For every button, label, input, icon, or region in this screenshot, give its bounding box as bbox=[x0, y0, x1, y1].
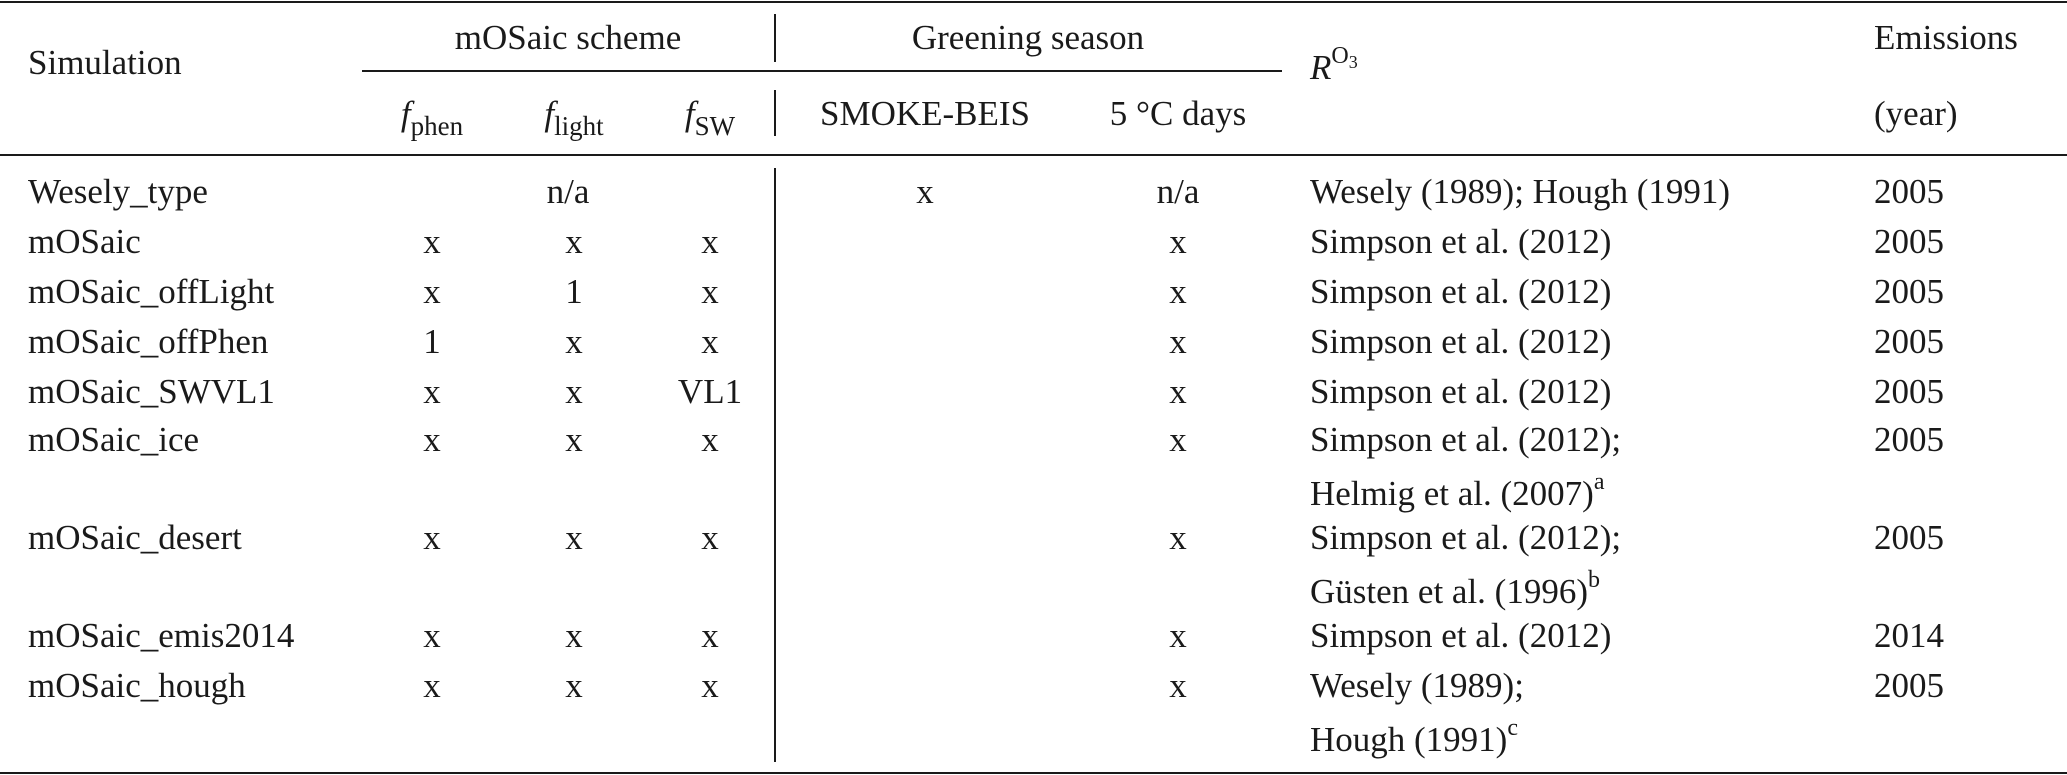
cell-5c-days: x bbox=[1169, 272, 1187, 311]
cell-5c-days: x bbox=[1169, 666, 1187, 705]
cell-simulation: mOSaic_offPhen bbox=[28, 322, 269, 361]
cell-f-phen: x bbox=[423, 372, 441, 411]
cell-f-light: 1 bbox=[565, 272, 583, 311]
cell-f-light: x bbox=[565, 616, 583, 655]
mosaic-scheme-underline bbox=[362, 70, 775, 72]
cell-simulation: mOSaic_desert bbox=[28, 518, 242, 557]
cell-emissions: 2005 bbox=[1874, 172, 1944, 211]
cell-f-phen: x bbox=[423, 420, 441, 459]
footnote-marker: c bbox=[1507, 715, 1518, 741]
cell-f-sw: x bbox=[701, 420, 719, 459]
cell-f-sw: x bbox=[701, 222, 719, 261]
header-emissions-year: (year) bbox=[1874, 94, 1958, 133]
cell-r-o3: Simpson et al. (2012) bbox=[1310, 322, 1612, 361]
cell-5c-days: x bbox=[1169, 420, 1187, 459]
cell-simulation: mOSaic_hough bbox=[28, 666, 246, 705]
top-rule bbox=[0, 1, 2067, 3]
cell-f-light: x bbox=[565, 420, 583, 459]
cell-r-o3: Simpson et al. (2012) bbox=[1310, 222, 1612, 261]
cell-simulation: mOSaic_offLight bbox=[28, 272, 275, 311]
cell-r-o3-line2: Helmig et al. (2007)a bbox=[1310, 469, 1605, 513]
cell-smoke-beis: x bbox=[916, 172, 934, 211]
cell-simulation: mOSaic_SWVL1 bbox=[28, 372, 275, 411]
cell-f-sw: x bbox=[701, 322, 719, 361]
cell-emissions: 2005 bbox=[1874, 518, 1944, 557]
cell-simulation: mOSaic bbox=[28, 222, 141, 261]
cell-f-light: x bbox=[565, 666, 583, 705]
cell-f-phen: x bbox=[423, 666, 441, 705]
cell-emissions: 2005 bbox=[1874, 666, 1944, 705]
header-f-light: flight bbox=[544, 94, 604, 141]
footnote-marker: a bbox=[1593, 469, 1605, 495]
cell-emissions: 2005 bbox=[1874, 420, 1944, 459]
header-mosaic-scheme: mOSaic scheme bbox=[454, 18, 682, 57]
cell-f-light: x bbox=[565, 518, 583, 557]
greening-season-underline bbox=[775, 70, 1282, 72]
header-r-o3: RO3 bbox=[1310, 43, 1358, 87]
cell-f-phen: x bbox=[423, 222, 441, 261]
header-greening-season: Greening season bbox=[911, 18, 1145, 57]
cell-f-sw: x bbox=[701, 272, 719, 311]
header-simulation: Simulation bbox=[28, 43, 182, 82]
header-f-sw: fSW bbox=[684, 94, 736, 141]
cell-emissions: 2005 bbox=[1874, 322, 1944, 361]
cell-r-o3: Wesely (1989); bbox=[1310, 666, 1524, 705]
cell-f-light: x bbox=[565, 322, 583, 361]
cell-5c-days: x bbox=[1169, 222, 1187, 261]
header-5c-days: 5 °C days bbox=[1109, 94, 1247, 133]
cell-emissions: 2005 bbox=[1874, 222, 1944, 261]
group-separator-top bbox=[774, 14, 776, 62]
cell-f-light: x bbox=[565, 222, 583, 261]
footnote-marker: b bbox=[1587, 567, 1600, 593]
cell-mosaic-scheme-merged: n/a bbox=[546, 172, 590, 211]
cell-f-phen: x bbox=[423, 272, 441, 311]
cell-emissions: 2014 bbox=[1874, 616, 1944, 655]
cell-5c-days: x bbox=[1169, 518, 1187, 557]
header-f-phen: fphen bbox=[400, 94, 464, 141]
header-smoke-beis: SMOKE-BEIS bbox=[819, 94, 1031, 133]
cell-r-o3: Simpson et al. (2012) bbox=[1310, 372, 1612, 411]
cell-r-o3: Simpson et al. (2012) bbox=[1310, 616, 1612, 655]
cell-f-phen: x bbox=[423, 616, 441, 655]
cell-5c-days: n/a bbox=[1156, 172, 1200, 211]
cell-simulation: mOSaic_emis2014 bbox=[28, 616, 295, 655]
cell-5c-days: x bbox=[1169, 616, 1187, 655]
cell-r-o3: Simpson et al. (2012); bbox=[1310, 420, 1622, 459]
header-emissions: Emissions bbox=[1874, 18, 2018, 57]
cell-f-sw: x bbox=[701, 666, 719, 705]
cell-f-sw: VL1 bbox=[677, 372, 743, 411]
cell-r-o3: Simpson et al. (2012); bbox=[1310, 518, 1622, 557]
cell-f-light: x bbox=[565, 372, 583, 411]
bottom-rule bbox=[0, 772, 2067, 774]
cell-emissions: 2005 bbox=[1874, 372, 1944, 411]
group-separator-body bbox=[774, 168, 776, 762]
group-separator-subheader bbox=[774, 90, 776, 136]
cell-f-phen: 1 bbox=[423, 322, 441, 361]
cell-f-sw: x bbox=[701, 518, 719, 557]
cell-5c-days: x bbox=[1169, 322, 1187, 361]
cell-5c-days: x bbox=[1169, 372, 1187, 411]
cell-r-o3-line2: Güsten et al. (1996)b bbox=[1310, 567, 1600, 611]
cell-f-phen: x bbox=[423, 518, 441, 557]
header-rule bbox=[0, 154, 2067, 156]
cell-r-o3: Wesely (1989); Hough (1991) bbox=[1310, 172, 1731, 211]
cell-simulation: mOSaic_ice bbox=[28, 420, 200, 459]
cell-simulation: Wesely_type bbox=[28, 172, 208, 211]
cell-f-sw: x bbox=[701, 616, 719, 655]
cell-r-o3-line2: Hough (1991)c bbox=[1310, 715, 1518, 759]
cell-emissions: 2005 bbox=[1874, 272, 1944, 311]
cell-r-o3: Simpson et al. (2012) bbox=[1310, 272, 1612, 311]
